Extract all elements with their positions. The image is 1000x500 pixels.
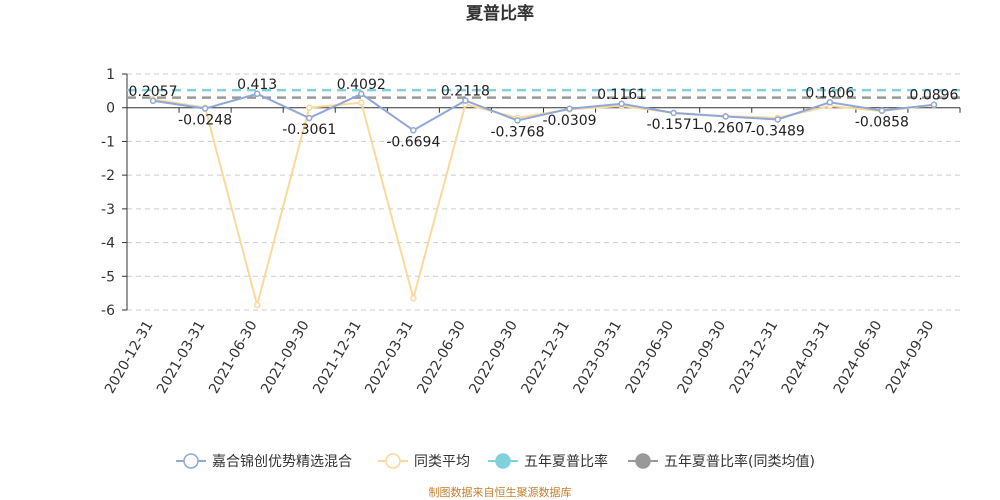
- x-tick-label: 2024-06-30: [831, 318, 886, 396]
- peer-average-point[interactable]: [358, 99, 365, 106]
- data-label: -0.0309: [543, 113, 597, 129]
- x-tick-label: 2021-03-31: [154, 318, 209, 396]
- x-tick-label: 2022-03-31: [362, 318, 417, 396]
- x-tick-label: 2022-06-30: [414, 318, 469, 396]
- fund-point[interactable]: [358, 90, 365, 98]
- fund-point[interactable]: [566, 105, 573, 113]
- data-label: 0.1161: [597, 87, 646, 103]
- fund-point[interactable]: [670, 109, 677, 117]
- fund-point[interactable]: [462, 97, 469, 104]
- x-tick-label: 2024-09-30: [883, 318, 938, 396]
- chart-title: 夏普比率: [466, 3, 534, 24]
- data-label: 0.4092: [337, 77, 386, 93]
- data-label: 0.1606: [805, 85, 854, 101]
- fund-line: [152, 92, 935, 132]
- x-tick-label: 2022-09-30: [466, 318, 521, 396]
- legend-label-peer-average: 同类平均: [414, 454, 470, 470]
- legend-item-five-year-sharpe[interactable]: 五年夏普比率: [488, 453, 608, 470]
- x-tick-label: 2021-09-30: [258, 318, 313, 396]
- peer-average-point[interactable]: [305, 104, 313, 111]
- fund-point[interactable]: [826, 99, 834, 106]
- x-tick-label: 2020-12-31: [102, 318, 157, 396]
- x-tick-label: 2023-06-30: [623, 318, 678, 396]
- x-tick-label: 2023-09-30: [675, 318, 730, 396]
- y-tick-label: -6: [101, 303, 115, 319]
- x-axis: 2020-12-312021-03-312021-06-302021-09-30…: [102, 107, 961, 396]
- fund-point[interactable]: [149, 97, 157, 105]
- x-tick-label: 2023-12-31: [727, 318, 782, 396]
- x-tick-label: 2021-12-31: [310, 318, 365, 396]
- grid-lines: [127, 73, 960, 311]
- data-label: -0.3489: [751, 123, 805, 139]
- fund-point[interactable]: [514, 117, 521, 124]
- data-label: 0.413: [237, 77, 277, 93]
- legend: 嘉合锦创优势精选混合 同类平均 五年夏普比率 五年夏普比率(同类均值): [176, 453, 815, 470]
- y-axis: 1 0 -1 -2 -3 -4 -5 -6: [101, 67, 128, 319]
- data-label: -0.3061: [282, 122, 336, 138]
- legend-item-fund[interactable]: 嘉合锦创优势精选混合: [176, 453, 352, 470]
- x-tick-label: 2023-03-31: [571, 318, 626, 396]
- y-tick-label: -4: [101, 236, 115, 252]
- y-tick-label: 1: [106, 67, 115, 83]
- fund-point[interactable]: [253, 90, 261, 98]
- legend-label-five-year-sharpe: 五年夏普比率: [524, 453, 608, 470]
- y-tick-label: -5: [101, 269, 115, 285]
- y-tick-label: -3: [101, 202, 115, 218]
- fund-point[interactable]: [410, 127, 417, 134]
- fund-point[interactable]: [305, 114, 313, 122]
- fund-point[interactable]: [618, 100, 625, 108]
- legend-label-five-year-sharpe-peer: 五年夏普比率(同类均值): [664, 453, 815, 470]
- data-label: -0.3768: [490, 124, 544, 140]
- peer-average-point[interactable]: [253, 301, 261, 309]
- data-label: 0.0896: [909, 88, 958, 104]
- legend-item-peer-average[interactable]: 同类平均: [378, 453, 470, 470]
- y-tick-label: 0: [106, 101, 115, 117]
- legend-item-five-year-sharpe-peer[interactable]: 五年夏普比率(同类均值): [628, 453, 815, 470]
- x-tick-label: 2021-06-30: [206, 318, 261, 396]
- data-labels: 0.2057-0.0248 0.413 -0.3061 0.4092 -0.6694 0.…: [129, 77, 959, 150]
- x-tick-label: 2024-03-31: [779, 318, 834, 396]
- data-label: -0.2607: [699, 121, 753, 137]
- fund-point[interactable]: [201, 105, 209, 112]
- peer-average-point[interactable]: [410, 294, 417, 302]
- x-tick-label: 2022-12-31: [518, 318, 573, 396]
- data-label: 0.2057: [129, 84, 178, 100]
- data-label: -0.6694: [386, 134, 440, 150]
- y-tick-label: -2: [101, 168, 115, 184]
- fund-point[interactable]: [774, 116, 782, 123]
- fund-point[interactable]: [930, 101, 938, 108]
- data-label: -0.0858: [855, 115, 909, 131]
- source-note: 制图数据来自恒生聚源数据库: [429, 485, 572, 499]
- legend-label-fund: 嘉合锦创优势精选混合: [212, 453, 352, 470]
- data-label: -0.1571: [647, 117, 701, 133]
- data-label: -0.0248: [178, 113, 232, 129]
- series-lines: [127, 88, 960, 309]
- data-label: 0.2118: [441, 84, 490, 100]
- fund-point[interactable]: [722, 113, 729, 120]
- y-tick-label: -1: [101, 134, 115, 150]
- fund-point[interactable]: [878, 107, 886, 114]
